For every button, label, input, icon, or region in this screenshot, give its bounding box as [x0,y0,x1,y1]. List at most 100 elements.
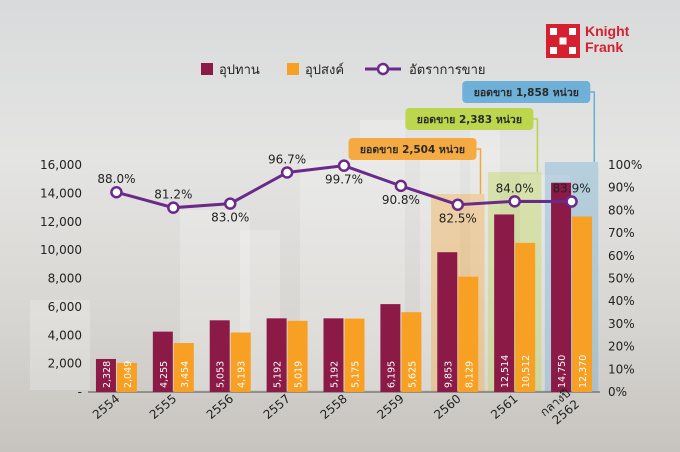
x-tick-label: กลางปี2562 [537,386,582,430]
bar-demand [515,242,536,392]
bar-demand [116,362,137,392]
bar-demand [287,320,308,392]
rate-label: 99.7% [325,173,363,187]
rate-point [110,185,123,199]
legend: อุปทาน อุปสงค์ อัตราการขาย [201,62,486,78]
bar-label-supply: 12,514 [500,355,511,388]
rate-label: 81.2% [154,188,192,202]
bar-demand [572,216,593,392]
y-left-tick: 8,000 [48,272,82,286]
bar-demand [401,312,422,392]
rate-label: 83.0% [211,211,249,225]
rate-label: 84.0% [496,181,534,195]
callout-box [348,138,477,160]
bar-supply [494,214,515,392]
x-tick-label: 2557 [261,392,293,422]
bar-demand [173,342,194,392]
bar-label-demand: 4,193 [237,361,248,388]
bar-supply [551,182,572,392]
bar-label-supply: 9,853 [443,361,454,388]
y-right-tick: 30% [608,317,635,331]
callout-leader [476,148,482,194]
y-right-tick: 10% [608,362,635,376]
knight-frank-logo: Knight Frank [546,20,650,60]
rate-point [451,198,465,211]
legend-label-demand: อุปสงค์ [305,62,344,78]
y-left-tick: 6,000 [48,300,82,314]
legend-swatch-demand [287,63,299,75]
x-tick-label: 2558 [318,392,350,422]
callout-label: ยอดขาย 1,858 หน่วย [474,87,579,99]
legend-label-supply: อุปทาน [219,63,260,78]
y-right-tick: 70% [608,226,635,240]
y-right-tick: 40% [608,294,635,308]
logo-text-line1: Knight [585,23,630,39]
bar-label-demand: 10,512 [521,355,532,388]
rate-point [394,179,408,193]
logo-text-line2: Frank [585,39,624,55]
bar-label-supply: 2,328 [102,361,113,388]
y-left-tick: 2,000 [48,357,82,371]
y-right-tick: 80% [608,203,635,217]
building [30,300,90,390]
bar-supply [152,331,173,392]
bar-label-demand: 5,175 [351,361,362,388]
legend-label-rate: อัตราการขาย [409,63,486,78]
x-tick-label: 2556 [204,392,236,422]
y-right-tick: 0% [608,385,627,399]
rate-label: 83.9% [552,182,590,196]
bar-demand [230,332,251,392]
rate-label: 82.5% [439,212,477,226]
bar-supply [323,318,344,392]
y-left-tick: 12,000 [40,215,82,229]
bar-supply [437,252,458,392]
x-tick-label: 2555 [147,392,179,422]
rate-label: 90.8% [382,193,420,207]
bar-label-demand: 8,129 [464,361,475,388]
y-left-tick: 16,000 [40,158,82,172]
rate-point [565,195,578,208]
callout-label: ยอดขาย 2,504 หน่วย [360,144,465,156]
bar-label-supply: 14,750 [557,355,568,388]
bar-label-supply: 5,192 [330,361,341,388]
bar-label-demand: 5,625 [407,361,418,388]
bar-label-supply: 5,192 [273,361,284,388]
rate-point [167,201,180,214]
y-left-tick: 4,000 [48,328,82,342]
bar-label-supply: 6,195 [386,361,397,388]
bar-label-supply: 4,255 [159,361,170,388]
logo-mark [546,24,580,58]
rate-point [280,166,294,179]
bar-supply [266,318,287,392]
bar-supply [380,304,401,392]
rate-label: 96.7% [268,152,306,166]
bar-demand [344,318,365,392]
callout-label: ยอดขาย 2,383 หน่วย [417,114,522,126]
y-right-tick: 100% [608,158,642,172]
bar-label-demand: 5,019 [294,361,305,388]
x-tick-label: 2559 [374,392,406,422]
callout-box [462,81,591,103]
y-right-tick: 90% [608,181,635,195]
legend-marker-rate [376,62,390,76]
bar-label-demand: 3,454 [180,361,191,388]
bar-label-demand: 12,370 [578,355,589,388]
y-left-tick: 14,000 [40,186,82,200]
legend-swatch-supply [201,63,213,75]
y-left-tick: 10,000 [40,243,82,257]
y-right-tick: 50% [608,272,635,286]
x-tick-label: 2554 [90,392,122,422]
x-tick-label: 2560 [431,392,463,422]
x-tick-label: 2561 [488,392,520,422]
bar-demand [458,276,479,392]
bar-label-supply: 5,053 [216,361,227,388]
bar-supply [209,320,230,392]
callout-leader [590,91,596,162]
callout-box [405,108,534,130]
bar-supply [95,358,116,392]
bar-label-demand: 2,049 [123,361,134,388]
y-right-tick: 60% [608,249,635,263]
rate-point [337,159,351,172]
